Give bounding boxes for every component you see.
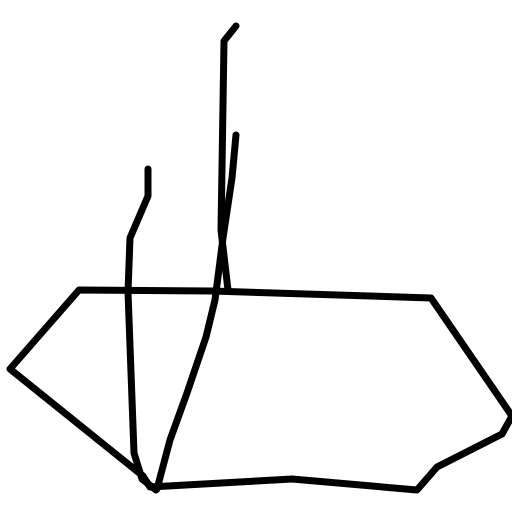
mast-curved xyxy=(153,131,240,493)
mast-tall xyxy=(217,22,240,294)
hull-outline xyxy=(6,286,512,494)
mast-left xyxy=(124,165,160,494)
